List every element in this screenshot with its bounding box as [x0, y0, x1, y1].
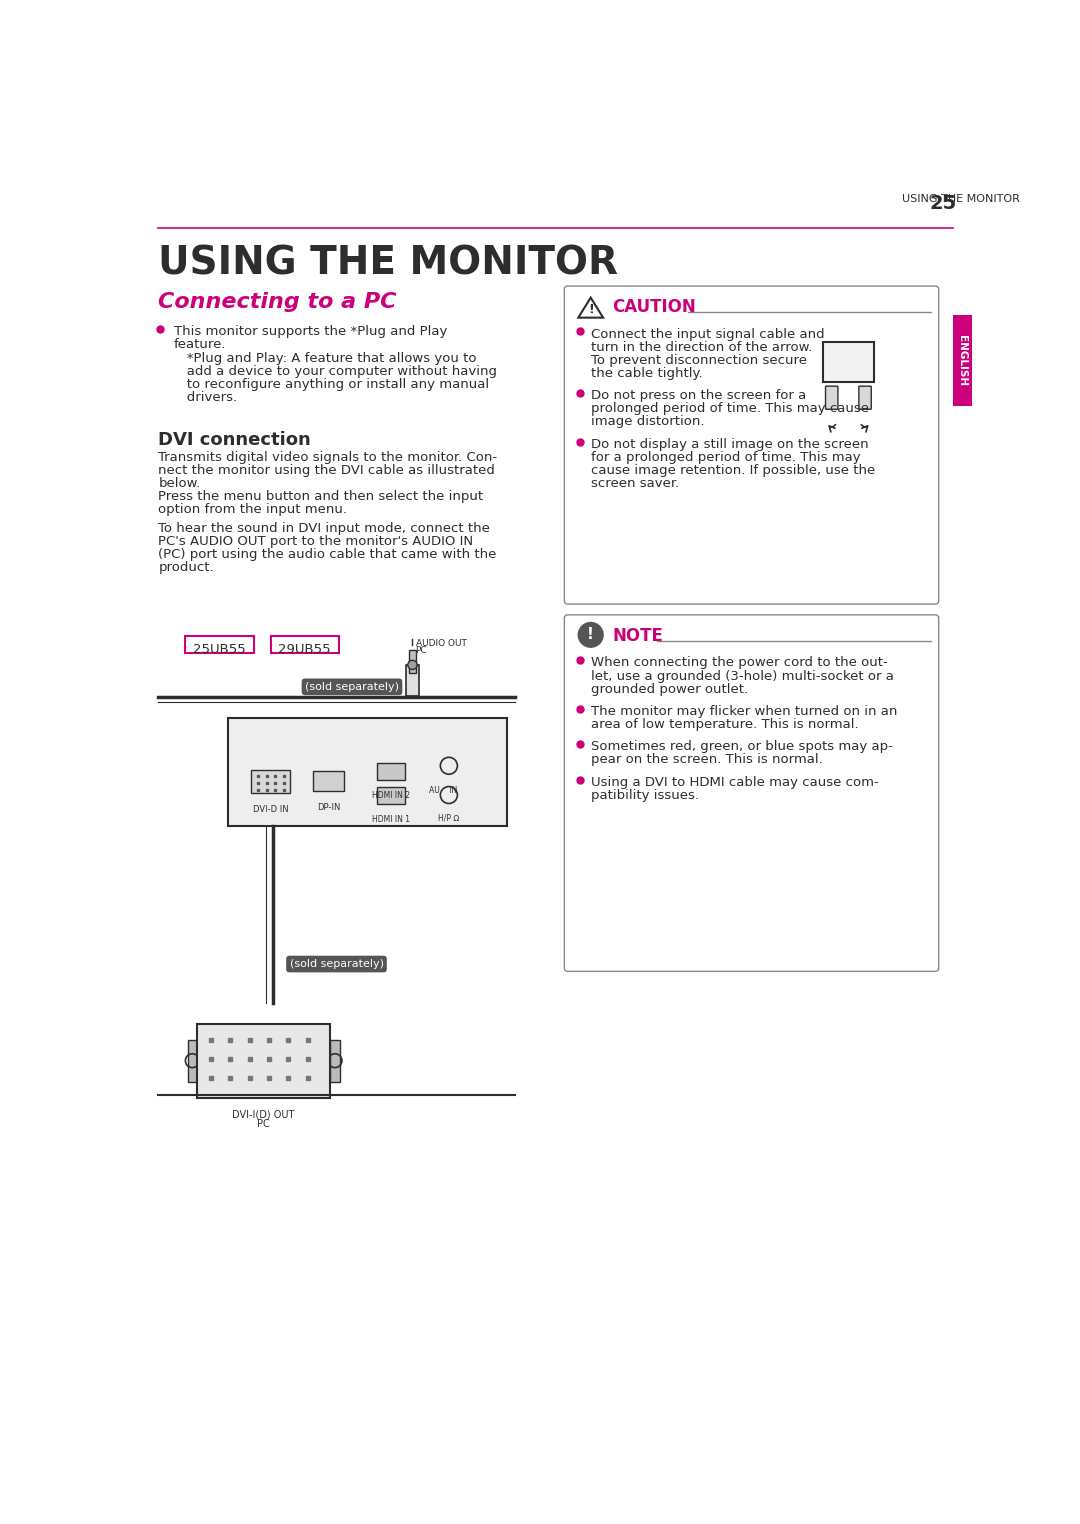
Text: Press the menu button and then select the input: Press the menu button and then select th… — [159, 491, 484, 503]
Text: DVI-I(D) OUT: DVI-I(D) OUT — [232, 1109, 295, 1119]
Text: (sold separately): (sold separately) — [305, 681, 399, 692]
Text: Connecting to a PC: Connecting to a PC — [159, 293, 396, 312]
Text: To hear the sound in DVI input mode, connect the: To hear the sound in DVI input mode, con… — [159, 521, 490, 535]
Circle shape — [408, 660, 417, 669]
Text: Sometimes red, green, or blue spots may ap-: Sometimes red, green, or blue spots may … — [591, 741, 892, 753]
Text: CAUTION: CAUTION — [612, 299, 697, 317]
Text: prolonged period of time. This may cause: prolonged period of time. This may cause — [591, 402, 868, 416]
Text: ENGLISH: ENGLISH — [957, 335, 968, 386]
Text: to reconfigure anything or install any manual: to reconfigure anything or install any m… — [174, 378, 489, 390]
FancyBboxPatch shape — [188, 1039, 197, 1082]
FancyBboxPatch shape — [330, 1039, 339, 1082]
Text: USING THE MONITOR: USING THE MONITOR — [902, 195, 1021, 204]
Text: DVI connection: DVI connection — [159, 431, 311, 450]
Text: When connecting the power cord to the out-: When connecting the power cord to the ou… — [591, 657, 888, 669]
Text: image distortion.: image distortion. — [591, 416, 704, 428]
Circle shape — [578, 622, 603, 648]
Text: Connect the input signal cable and: Connect the input signal cable and — [591, 328, 824, 341]
Text: (sold separately): (sold separately) — [289, 959, 383, 969]
FancyBboxPatch shape — [252, 770, 291, 792]
Text: area of low temperature. This is normal.: area of low temperature. This is normal. — [591, 718, 859, 732]
Text: (PC) port using the audio cable that came with the: (PC) port using the audio cable that cam… — [159, 547, 497, 561]
Text: grounded power outlet.: grounded power outlet. — [591, 683, 747, 695]
Text: turn in the direction of the arrow.: turn in the direction of the arrow. — [591, 341, 812, 354]
FancyBboxPatch shape — [377, 788, 405, 805]
Text: H/P Ω: H/P Ω — [438, 814, 459, 823]
Text: patibility issues.: patibility issues. — [591, 789, 699, 802]
Text: Using a DVI to HDMI cable may cause com-: Using a DVI to HDMI cable may cause com- — [591, 776, 878, 789]
Text: 25UB55: 25UB55 — [193, 643, 246, 655]
FancyBboxPatch shape — [825, 386, 838, 410]
Text: This monitor supports the *Plug and Play: This monitor supports the *Plug and Play — [174, 325, 447, 338]
Text: Transmits digital video signals to the monitor. Con-: Transmits digital video signals to the m… — [159, 451, 498, 463]
Text: PC's AUDIO OUT port to the monitor's AUDIO IN: PC's AUDIO OUT port to the monitor's AUD… — [159, 535, 473, 547]
Text: AU    IN: AU IN — [429, 786, 457, 796]
Text: product.: product. — [159, 561, 214, 575]
FancyBboxPatch shape — [197, 1024, 330, 1097]
Text: USING THE MONITOR: USING THE MONITOR — [159, 244, 618, 282]
Text: for a prolonged period of time. This may: for a prolonged period of time. This may — [591, 451, 861, 463]
Text: nect the monitor using the DVI cable as illustrated: nect the monitor using the DVI cable as … — [159, 463, 495, 477]
Text: HDMI IN 1: HDMI IN 1 — [372, 815, 409, 824]
Text: add a device to your computer without having: add a device to your computer without ha… — [174, 364, 497, 378]
Text: let, use a grounded (3-hole) multi-socket or a: let, use a grounded (3-hole) multi-socke… — [591, 669, 893, 683]
Text: *Plug and Play: A feature that allows you to: *Plug and Play: A feature that allows yo… — [174, 352, 476, 364]
Text: option from the input menu.: option from the input menu. — [159, 503, 348, 517]
Text: feature.: feature. — [174, 338, 226, 352]
Text: DVI-D IN: DVI-D IN — [253, 805, 288, 814]
Text: cause image retention. If possible, use the: cause image retention. If possible, use … — [591, 463, 875, 477]
Text: PC: PC — [416, 646, 428, 655]
Text: NOTE: NOTE — [612, 628, 663, 645]
Text: below.: below. — [159, 477, 201, 491]
FancyBboxPatch shape — [186, 636, 254, 652]
FancyBboxPatch shape — [565, 614, 939, 971]
FancyBboxPatch shape — [313, 771, 345, 791]
Text: To prevent disconnection secure: To prevent disconnection secure — [591, 354, 807, 367]
FancyBboxPatch shape — [565, 287, 939, 604]
FancyBboxPatch shape — [228, 718, 507, 826]
Text: DP-IN: DP-IN — [318, 803, 340, 812]
Text: Do not press on the screen for a: Do not press on the screen for a — [591, 389, 806, 402]
Text: The monitor may flicker when turned on in an: The monitor may flicker when turned on i… — [591, 706, 897, 718]
FancyBboxPatch shape — [377, 762, 405, 780]
FancyBboxPatch shape — [406, 664, 419, 695]
Text: 25: 25 — [929, 195, 957, 213]
Text: pear on the screen. This is normal.: pear on the screen. This is normal. — [591, 753, 823, 767]
Text: !: ! — [588, 626, 594, 642]
Text: Do not display a still image on the screen: Do not display a still image on the scre… — [591, 437, 868, 451]
Text: the cable tightly.: the cable tightly. — [591, 367, 702, 379]
FancyBboxPatch shape — [953, 315, 972, 407]
Text: AUDIO OUT: AUDIO OUT — [416, 639, 467, 648]
Text: 29UB55: 29UB55 — [279, 643, 332, 655]
Text: screen saver.: screen saver. — [591, 477, 679, 491]
Text: PC: PC — [257, 1119, 270, 1129]
FancyBboxPatch shape — [859, 386, 872, 410]
FancyBboxPatch shape — [823, 341, 874, 381]
Text: HDMI IN 2: HDMI IN 2 — [372, 791, 409, 800]
FancyBboxPatch shape — [271, 636, 339, 652]
Text: drivers.: drivers. — [174, 390, 237, 404]
Text: !: ! — [588, 303, 594, 315]
FancyBboxPatch shape — [409, 649, 416, 672]
